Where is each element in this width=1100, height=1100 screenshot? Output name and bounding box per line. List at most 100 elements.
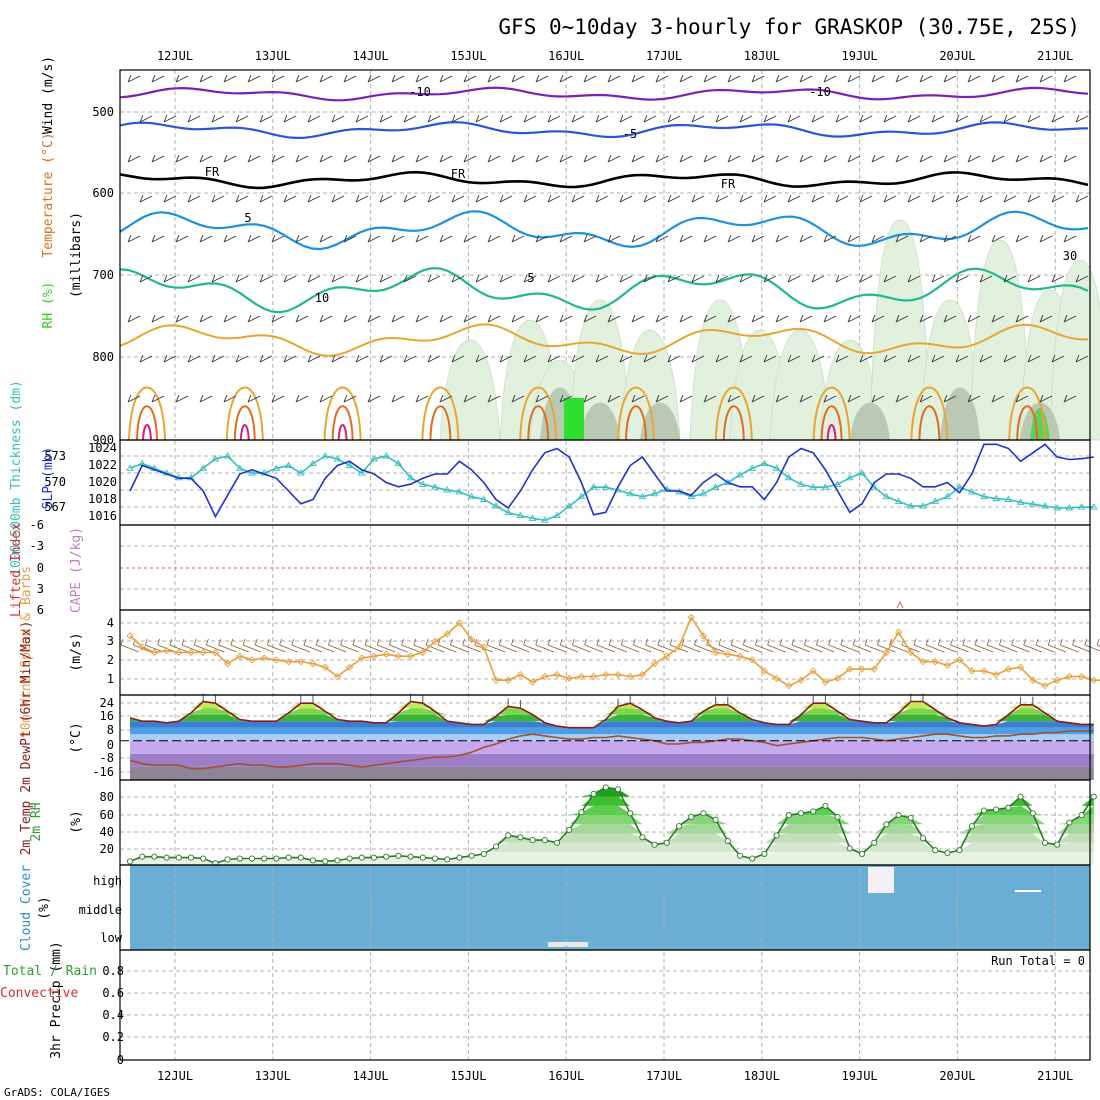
wind-barb	[871, 314, 885, 323]
wind-barb	[403, 354, 417, 363]
contour-label: 5	[244, 211, 251, 225]
thickness-point	[309, 459, 317, 467]
date-tick-top: 21JUL	[1037, 49, 1073, 63]
wind-barb	[343, 314, 357, 323]
wind-barb	[811, 194, 825, 203]
wind10m-barb	[913, 638, 933, 653]
wind-barb	[271, 394, 285, 403]
thickness-point	[443, 486, 451, 493]
wind-barb	[619, 194, 633, 203]
wind10m-point	[711, 648, 720, 657]
wind-barb	[379, 194, 393, 203]
wind10m-barb	[620, 638, 640, 653]
wind-barb	[907, 274, 921, 283]
temp-band-0	[130, 766, 1094, 780]
rh2m-point	[383, 853, 390, 860]
temp2m-line	[129, 700, 1094, 729]
wind10m-point	[126, 632, 134, 640]
wind-barb	[919, 394, 933, 403]
wind-barb	[799, 154, 813, 163]
warm-dome-0	[128, 386, 166, 441]
wind-barb	[475, 114, 489, 123]
rh2m-point	[1029, 810, 1036, 817]
rh2m-point	[663, 839, 670, 846]
rh2m-point	[517, 834, 524, 841]
rh2m-point	[175, 854, 182, 861]
wind-barb	[571, 194, 585, 203]
rh2m-point	[932, 847, 939, 854]
rh-shade-7	[769, 329, 831, 441]
rh2m-point	[1066, 819, 1073, 826]
rh2m-units: (%)	[69, 810, 84, 833]
wind-barb	[907, 194, 921, 203]
wind-barb	[391, 234, 405, 243]
wind-barb	[607, 154, 621, 163]
wind-barb	[511, 234, 525, 243]
slp-axis-title: SLP (mb)	[41, 447, 56, 510]
wind-barb	[619, 354, 633, 363]
pressure-tick: 600	[92, 186, 114, 200]
wind-barb	[127, 74, 141, 83]
wind-barb	[187, 354, 201, 363]
wind10m-point	[370, 652, 378, 660]
wind-barb	[559, 74, 573, 83]
wind10m-point	[504, 676, 512, 684]
wind10m-point	[1077, 672, 1086, 681]
wind-barb	[307, 354, 321, 363]
rh2m-point	[126, 858, 134, 865]
thickness-point	[589, 483, 598, 490]
wind-barb	[295, 314, 309, 323]
wind-barb	[1039, 394, 1053, 403]
wind-barb	[1075, 194, 1089, 203]
wind10m-barb	[840, 638, 859, 653]
slp-tick: 1020	[88, 475, 117, 489]
wind-barb	[511, 394, 525, 403]
wind-barb	[547, 114, 561, 123]
hot-dome-7	[820, 405, 843, 441]
wind-barb	[607, 314, 621, 323]
wind-barb	[271, 234, 285, 243]
wind-barb	[703, 234, 717, 243]
wind10m-barb	[877, 638, 896, 653]
li-tick: -3	[30, 539, 44, 553]
wind-barb	[175, 74, 189, 83]
pressure-tick: 800	[92, 350, 114, 364]
wind-barb	[787, 194, 801, 203]
wind-barb	[139, 114, 153, 123]
wind10m-point	[992, 671, 1000, 679]
wind-barb	[691, 354, 705, 363]
axis-titles: Wind (m/s)Temperature (°C) RH (%) (milliba…	[0, 56, 97, 1059]
thickness-point	[1004, 495, 1013, 502]
rh2m-point	[785, 812, 792, 819]
wind-barb	[439, 154, 453, 163]
rh2m-point	[139, 853, 146, 860]
thickness-point	[199, 464, 207, 471]
wind-barb	[355, 274, 369, 283]
wind-barb	[799, 314, 813, 323]
temp-band-6	[130, 714, 1094, 722]
cloud-axis-title: Cloud Cover	[19, 865, 34, 951]
wind-barb	[163, 274, 177, 283]
wind-barb	[655, 394, 669, 403]
wind-barb	[703, 394, 717, 403]
wind10m-point	[614, 671, 622, 679]
wind-barb	[1015, 74, 1029, 83]
wind10m-barb	[608, 638, 628, 653]
thickness-point	[345, 461, 354, 468]
wind-barb	[859, 194, 873, 203]
hot-dome-9	[1016, 405, 1039, 441]
wind10m-line	[129, 615, 1100, 687]
wind-barb	[463, 394, 477, 403]
thickness-point	[992, 494, 1000, 502]
wind-barb	[727, 394, 741, 403]
thickness-point	[565, 502, 573, 509]
wind-barb	[775, 394, 789, 403]
wind-barb	[211, 194, 225, 203]
hottest-dome-7	[826, 424, 837, 441]
precip-tick: 0.2	[102, 1030, 124, 1044]
wind-barb	[223, 154, 237, 163]
date-tick-bottom: 20JUL	[939, 1069, 975, 1083]
wind-barb	[967, 234, 981, 243]
rh2m-point	[480, 850, 487, 857]
rh2m-point	[358, 854, 365, 861]
